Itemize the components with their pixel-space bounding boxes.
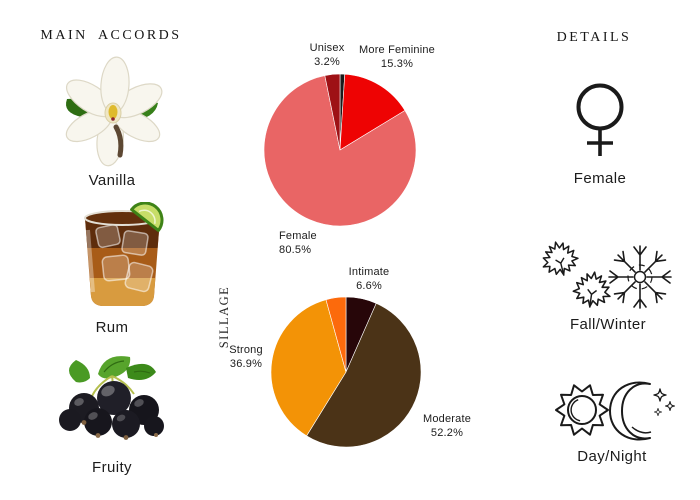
pie-label-intimate-pct: 6.6% bbox=[356, 279, 382, 292]
sun-moon-icon bbox=[548, 378, 676, 446]
blackcurrant-berries-photo bbox=[54, 350, 170, 452]
rum-glass-image bbox=[84, 202, 164, 306]
pie-label-more-feminine-pct: 15.3% bbox=[380, 57, 414, 70]
pie-label-intimate: Intimate 6.6% bbox=[319, 266, 419, 293]
pie-label-strong-pct: 36.9% bbox=[229, 357, 263, 370]
petals bbox=[65, 56, 163, 167]
pie-label-more-feminine-text: More Feminine bbox=[359, 44, 435, 56]
stem bbox=[113, 124, 124, 158]
gender-pie-chart bbox=[263, 73, 417, 227]
pie-label-moderate: Moderate 52.2% bbox=[397, 413, 497, 440]
pie-label-intimate-text: Intimate bbox=[348, 266, 390, 278]
pie-label-female-pct: 80.5% bbox=[279, 243, 312, 256]
liquid-light-bottom bbox=[89, 278, 156, 306]
pie-slice-unisex bbox=[324, 73, 341, 151]
sillage-pie-chart bbox=[270, 296, 422, 448]
female-gender-icon bbox=[572, 80, 628, 160]
pie-label-unisex-text: Unisex bbox=[309, 42, 345, 54]
flower-center-dot bbox=[111, 117, 115, 121]
main-accords-title: MAIN ACCORDS bbox=[40, 28, 182, 43]
maple-leaf-icon-2 bbox=[570, 268, 614, 311]
maple-leaf-icon-1 bbox=[537, 239, 582, 281]
accord-label-rum: Rum bbox=[95, 319, 129, 336]
detail-label-day-night: Day/Night bbox=[577, 448, 647, 465]
pie-label-moderate-text: Moderate bbox=[422, 413, 472, 425]
currant-leaves bbox=[69, 356, 156, 383]
currant-berries bbox=[59, 381, 164, 440]
vanilla-flower-photo bbox=[60, 55, 166, 169]
pie-label-unisex: Unisex 3.2% bbox=[282, 42, 372, 69]
accord-label-fruity: Fruity bbox=[92, 459, 132, 476]
pie-label-more-feminine: More Feminine 15.3% bbox=[342, 44, 452, 71]
pie-slice-moderate bbox=[306, 302, 422, 448]
pie-label-female-text: Female bbox=[279, 230, 317, 242]
female-symbol bbox=[576, 83, 624, 156]
day-night-icons bbox=[555, 381, 676, 441]
star-sparkles bbox=[653, 388, 676, 417]
snowflake-icon bbox=[608, 245, 672, 309]
accord-label-vanilla: Vanilla bbox=[88, 172, 136, 189]
pie-label-unisex-pct: 3.2% bbox=[314, 55, 340, 68]
maple-leaves-snowflake-icon bbox=[536, 239, 676, 315]
flower-center-yellow bbox=[108, 105, 118, 119]
liquid-dark-top bbox=[85, 218, 160, 248]
pie-label-strong: Strong 36.9% bbox=[196, 344, 296, 371]
pie-slice-more-feminine bbox=[339, 73, 406, 151]
pie-slice-minor bbox=[325, 296, 347, 373]
pie-slice-female bbox=[263, 75, 417, 227]
lime-wedge bbox=[130, 202, 164, 232]
pie-label-moderate-pct: 52.2% bbox=[430, 426, 464, 439]
vanilla-flower-image bbox=[65, 56, 163, 167]
glass-highlight bbox=[86, 229, 95, 293]
detail-label-fall-winter: Fall/Winter bbox=[569, 316, 647, 333]
pie-label-strong-text: Strong bbox=[229, 344, 263, 356]
rum-cocktail-glass-photo bbox=[75, 202, 170, 314]
fall-winter-icons bbox=[537, 239, 672, 311]
blackcurrant-image bbox=[59, 356, 164, 440]
pie-label-female: Female 80.5% bbox=[279, 230, 359, 257]
pie-slice-strong bbox=[270, 299, 347, 437]
sun-icon bbox=[555, 384, 609, 436]
ice-cubes bbox=[95, 223, 154, 293]
detail-label-female: Female bbox=[573, 170, 627, 187]
details-title: DETAILS bbox=[556, 30, 632, 45]
moon-icon bbox=[609, 381, 676, 441]
